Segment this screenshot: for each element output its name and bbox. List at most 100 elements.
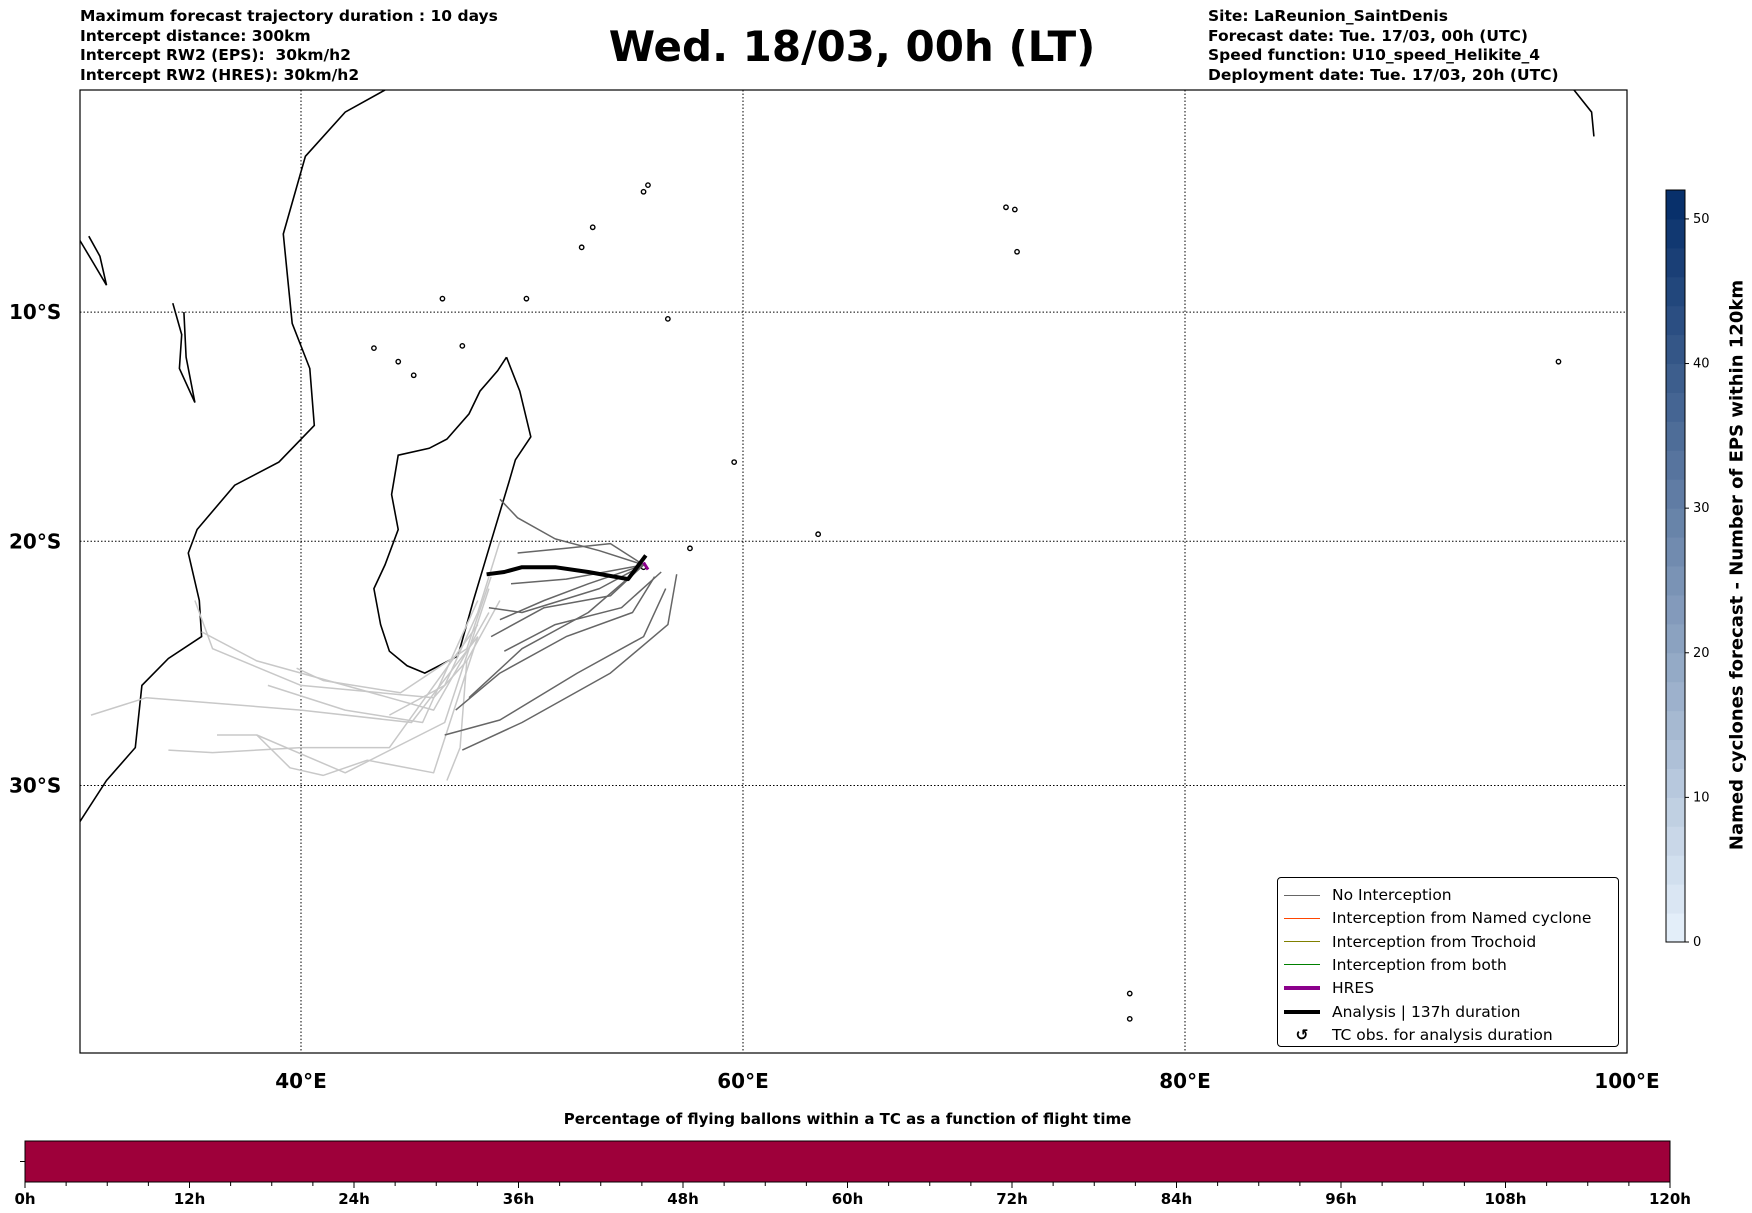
flight-bar-tick-label: 12h [174, 1190, 206, 1208]
colorbar-segment [1666, 623, 1685, 654]
lon-tick-label: 60°E [717, 1069, 769, 1093]
cyclone-symbol-icon: ↺ [1295, 1025, 1309, 1044]
colorbar-segment [1666, 508, 1685, 538]
legend-item: Interception from Named cyclone [1278, 907, 1591, 929]
colorbar-segment [1666, 768, 1685, 798]
colorbar-segment [1666, 363, 1685, 393]
colorbar-segment [1666, 276, 1685, 307]
island [1003, 204, 1009, 211]
island [664, 315, 671, 322]
param-intercept-distance: Intercept distance: 300km [80, 26, 311, 45]
island [578, 244, 585, 251]
lon-tick-label: 80°E [1159, 1069, 1211, 1093]
ensemble-track-no-interception [517, 542, 645, 566]
legend-line-swatch [1284, 917, 1320, 919]
colorbar-tick-label: 20 [1693, 646, 1710, 661]
lat-tick-label: 20°S [9, 529, 61, 553]
forecast-date: Forecast date: Tue. 17/03, 00h (UTC) [1208, 26, 1529, 45]
colorbar-segment [1666, 652, 1685, 683]
ensemble-track-no-interception [468, 564, 645, 699]
colorbar-tick-label: 10 [1693, 790, 1710, 805]
ensemble-track-no-interception [499, 498, 644, 566]
colorbar-segment [1666, 739, 1685, 769]
ensemble-track-no-interception [168, 624, 479, 754]
colorbar-tick-label: 50 [1693, 212, 1710, 227]
flight-bar-title: Percentage of flying ballons within a TC… [563, 1110, 1132, 1128]
flight-bar-tick-label: 36h [503, 1190, 535, 1208]
ensemble-track-no-interception [490, 564, 645, 638]
param-rw2-hres: Intercept RW2 (HRES): 30km/h2 [80, 65, 360, 84]
flight-bar-tick-label: 108h [1485, 1190, 1527, 1208]
legend-label: No Interception [1332, 886, 1452, 904]
island [1126, 990, 1133, 997]
legend-label: Interception from Trochoid [1332, 932, 1537, 951]
analysis-track [486, 554, 648, 582]
speed-function: Speed function: U10_speed_Helikite_4 [1208, 46, 1541, 64]
island [523, 295, 530, 302]
colorbar-segment [1666, 450, 1685, 480]
legend-line-swatch [1284, 1009, 1320, 1014]
site-info: Site: LaReunion_SaintDenis Forecast date… [1208, 7, 1559, 85]
ensemble-track-no-interception [446, 660, 468, 781]
colorbar-segment [1666, 479, 1685, 509]
colorbar-title: Named cyclones forecast - Number of EPS … [1726, 279, 1748, 851]
colorbar-segment [1666, 421, 1685, 451]
run-parameters: Maximum forecast trajectory duration : 1… [80, 7, 498, 85]
page-title: Wed. 18/03, 00h (LT) [608, 22, 1096, 71]
colorbar-segment [1666, 305, 1685, 336]
ensemble-track-no-interception [256, 636, 479, 777]
island [395, 358, 402, 365]
map-legend: No Interception Interception from Named c… [1277, 877, 1619, 1047]
legend-line-swatch [1284, 986, 1320, 991]
colorbar-tick-label: 30 [1693, 501, 1710, 516]
flight-bar-tick-label: 72h [996, 1190, 1028, 1208]
colorbar-segment [1666, 537, 1685, 567]
legend-item: HRES [1278, 977, 1374, 999]
ensemble-track-no-interception [90, 636, 479, 724]
map-layer [80, 90, 1627, 1053]
legend-label: Interception from Named cyclone [1332, 909, 1592, 928]
site-name: Site: LaReunion_SaintDenis [1208, 7, 1448, 25]
flight-bar-tick-label: 60h [832, 1190, 864, 1208]
ensemble-track-no-interception [444, 588, 667, 736]
lon-tick-label: 100°E [1594, 1069, 1659, 1093]
ensemble-track-no-interception [217, 588, 490, 774]
island [1014, 248, 1020, 255]
island [815, 531, 822, 538]
colorbar-tick-label: 40 [1693, 357, 1710, 372]
param-duration: Maximum forecast trajectory duration : 1… [80, 7, 498, 25]
legend-line-swatch [1284, 941, 1320, 943]
ensemble-track-no-interception [461, 574, 678, 751]
legend-item: No Interception [1278, 884, 1452, 906]
legend-item: Interception from both [1278, 954, 1507, 976]
colorbar-segment [1666, 710, 1685, 741]
colorbar-segment [1666, 190, 1685, 220]
flight-bar-tick-label: 120h [1649, 1190, 1691, 1208]
colorbar-segment [1666, 247, 1685, 278]
lat-tick-label: 30°S [9, 774, 61, 798]
colorbar-tick-label: 0 [1693, 935, 1701, 950]
hres-track [642, 561, 650, 571]
legend-line-swatch [1284, 894, 1320, 896]
legend-label: Analysis | 137h duration [1332, 1002, 1521, 1021]
param-rw2-eps: Intercept RW2 (EPS): 30km/h2 [80, 46, 351, 64]
ensemble-track-no-interception [455, 576, 656, 711]
colorbar-segment [1666, 218, 1685, 249]
flight-bar-tick-label: 24h [338, 1190, 370, 1208]
flight-bar-tick-label: 96h [1325, 1190, 1357, 1208]
colorbar-segment [1666, 392, 1685, 422]
ensemble-track-no-interception [201, 612, 490, 711]
legend-item: Interception from Trochoid [1278, 931, 1536, 953]
colorbar-segment [1666, 826, 1685, 856]
coastline [80, 90, 386, 822]
island [645, 182, 651, 189]
lon-tick-label: 40°E [275, 1069, 327, 1093]
colorbar-segment [1666, 913, 1685, 943]
colorbar-segment [1666, 334, 1685, 365]
island [640, 188, 647, 195]
island [371, 345, 377, 352]
island [731, 459, 738, 466]
legend-label: TC obs. for analysis duration [1332, 1025, 1553, 1044]
colorbar-segment [1666, 566, 1685, 596]
